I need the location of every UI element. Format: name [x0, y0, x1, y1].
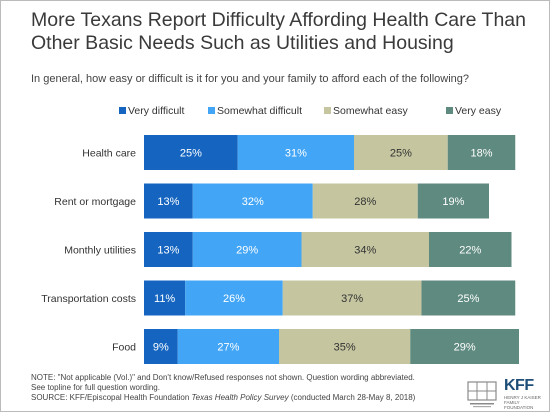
bar-segment [144, 183, 193, 219]
data-label: 37% [341, 293, 363, 305]
episcopal-health-foundation-logo-icon [467, 381, 497, 408]
chart-subtitle: In general, how easy or difficult is it … [31, 73, 470, 85]
bar-segment [192, 232, 302, 267]
bar-segment [192, 183, 313, 219]
bar-segment [429, 232, 512, 267]
kff-logo-subtitle: HENRY J KAISER FAMILY FOUNDATION [504, 395, 541, 410]
data-label: 25% [180, 148, 202, 160]
bar-segment [421, 280, 516, 316]
category-label: Monthly utilities [64, 245, 136, 257]
bar-segment [410, 329, 519, 364]
source-suffix: (conducted March 28-May 8, 2018) [288, 393, 416, 402]
data-label: 25% [457, 293, 479, 305]
bar-segment [185, 280, 283, 316]
chart-title: More Texans Report Difficulty Affording … [31, 9, 526, 54]
bar-segment [417, 183, 489, 219]
kff-logo: KFF HENRY J KAISER FAMILY FOUNDATION [504, 377, 544, 410]
bar-segment [144, 329, 178, 364]
data-label: 19% [442, 196, 464, 208]
data-label: 29% [454, 342, 476, 354]
bar-segment [177, 329, 279, 364]
legend-swatch [119, 107, 126, 114]
note-line: See topline for full question wording. [31, 383, 160, 392]
bar-segment [354, 135, 448, 170]
data-label: 29% [236, 245, 258, 257]
bar-segment [237, 135, 354, 170]
bar-segment [301, 232, 429, 267]
bar-segment [282, 280, 422, 316]
note-line: NOTE: "Not applicable (Vol.)" and Don't … [31, 373, 415, 382]
legend-swatch [446, 107, 453, 114]
legend-swatch [324, 107, 331, 114]
bar-segment [312, 183, 418, 219]
data-label: 9% [153, 342, 169, 354]
data-label: 35% [334, 342, 356, 354]
data-label: 18% [470, 148, 492, 160]
data-label: 26% [223, 293, 245, 305]
legend-label: Somewhat difficult [217, 105, 302, 117]
source-line: SOURCE: KFF/Episcopal Health Foundation … [31, 393, 451, 403]
bar-segment [279, 329, 411, 364]
category-label: Rent or mortgage [54, 196, 136, 208]
category-label: Health care [82, 148, 136, 160]
data-label: 31% [285, 148, 307, 160]
legend-label: Somewhat easy [333, 105, 408, 117]
bar-segment [144, 232, 193, 267]
data-label: 22% [459, 245, 481, 257]
data-label: 27% [217, 342, 239, 354]
bar-segment [144, 135, 238, 170]
legend-label: Very difficult [128, 105, 184, 117]
kff-logo-mark: KFF [504, 377, 534, 394]
legend-swatch [208, 107, 215, 114]
data-label: 34% [354, 245, 376, 257]
data-label: 13% [157, 245, 179, 257]
data-label: 32% [242, 196, 264, 208]
source-prefix: SOURCE: KFF/Episcopal Health Foundation [31, 393, 192, 402]
data-label: 25% [390, 148, 412, 160]
legend-label: Very easy [455, 105, 502, 117]
data-label: 13% [157, 196, 179, 208]
source-survey-name: Texas Health Policy Survey [191, 393, 289, 402]
data-label: 28% [354, 196, 376, 208]
stacked-bar-chart: Very difficult Somewhat difficult Somewhat… [41, 105, 519, 364]
category-label: Food [112, 342, 136, 354]
bar-segment [447, 135, 516, 170]
data-label: 11% [154, 293, 175, 305]
chart-notes: NOTE: "Not applicable (Vol.)" and Don't … [31, 373, 451, 403]
category-label: Transportation costs [41, 293, 136, 305]
bar-segment [144, 280, 186, 316]
